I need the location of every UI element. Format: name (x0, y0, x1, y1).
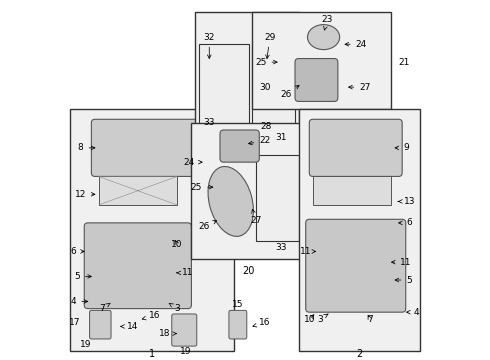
FancyBboxPatch shape (309, 119, 402, 176)
Text: 6: 6 (399, 219, 412, 228)
Text: 23: 23 (321, 15, 333, 30)
Text: 26: 26 (280, 86, 299, 99)
FancyBboxPatch shape (92, 119, 206, 176)
Text: 16: 16 (253, 318, 271, 327)
Text: 28: 28 (261, 122, 272, 131)
Text: 4: 4 (71, 297, 88, 306)
Text: 3: 3 (317, 314, 328, 324)
Text: 1: 1 (149, 348, 155, 359)
Text: 20: 20 (243, 266, 255, 276)
Text: 5: 5 (74, 272, 91, 281)
Text: 5: 5 (395, 275, 412, 284)
Bar (313, 176, 392, 205)
Text: 19: 19 (80, 340, 92, 349)
Text: 8: 8 (78, 143, 95, 152)
Text: 31: 31 (275, 132, 287, 141)
Bar (298, 109, 420, 351)
Bar (192, 123, 306, 258)
Text: 24: 24 (345, 40, 367, 49)
FancyBboxPatch shape (306, 219, 406, 312)
Text: 7: 7 (99, 303, 110, 313)
Text: 13: 13 (398, 197, 415, 206)
Text: 11: 11 (300, 247, 316, 256)
Text: 10: 10 (172, 240, 183, 249)
Text: 29: 29 (264, 33, 276, 59)
Bar (70, 109, 234, 351)
FancyBboxPatch shape (172, 314, 197, 346)
Text: 25: 25 (191, 183, 213, 192)
Text: 33: 33 (275, 243, 287, 252)
Bar (198, 44, 248, 134)
Text: 27: 27 (250, 210, 261, 225)
Text: 12: 12 (75, 190, 95, 199)
Text: 30: 30 (259, 83, 271, 92)
Text: 4: 4 (407, 308, 419, 317)
FancyBboxPatch shape (220, 130, 259, 162)
Text: 6: 6 (71, 247, 84, 256)
Text: 10: 10 (303, 315, 315, 324)
Text: 24: 24 (184, 158, 202, 167)
Text: 18: 18 (158, 329, 176, 338)
Text: 22: 22 (248, 136, 270, 145)
Text: 25: 25 (255, 58, 277, 67)
Ellipse shape (308, 24, 340, 50)
Text: 15: 15 (232, 300, 244, 309)
Text: 33: 33 (203, 118, 215, 127)
Text: 11: 11 (176, 268, 194, 277)
Text: 9: 9 (395, 143, 409, 152)
Bar (252, 12, 392, 109)
Text: 2: 2 (356, 348, 363, 359)
Text: 32: 32 (203, 33, 215, 58)
Text: 17: 17 (69, 318, 81, 327)
FancyBboxPatch shape (229, 310, 247, 339)
Text: 16: 16 (142, 311, 160, 320)
Text: 3: 3 (169, 303, 180, 313)
Text: 19: 19 (180, 347, 192, 356)
Bar (252, 44, 295, 134)
Text: 7: 7 (367, 315, 373, 324)
FancyBboxPatch shape (295, 59, 338, 102)
Text: 14: 14 (121, 322, 139, 331)
Text: 21: 21 (398, 58, 410, 67)
FancyBboxPatch shape (90, 310, 111, 339)
Bar (195, 12, 298, 137)
Bar (98, 176, 177, 205)
Text: 26: 26 (198, 221, 217, 231)
Text: 27: 27 (349, 83, 371, 92)
FancyBboxPatch shape (84, 223, 192, 309)
Text: 11: 11 (392, 258, 412, 267)
Bar (256, 155, 298, 241)
Ellipse shape (208, 166, 253, 237)
